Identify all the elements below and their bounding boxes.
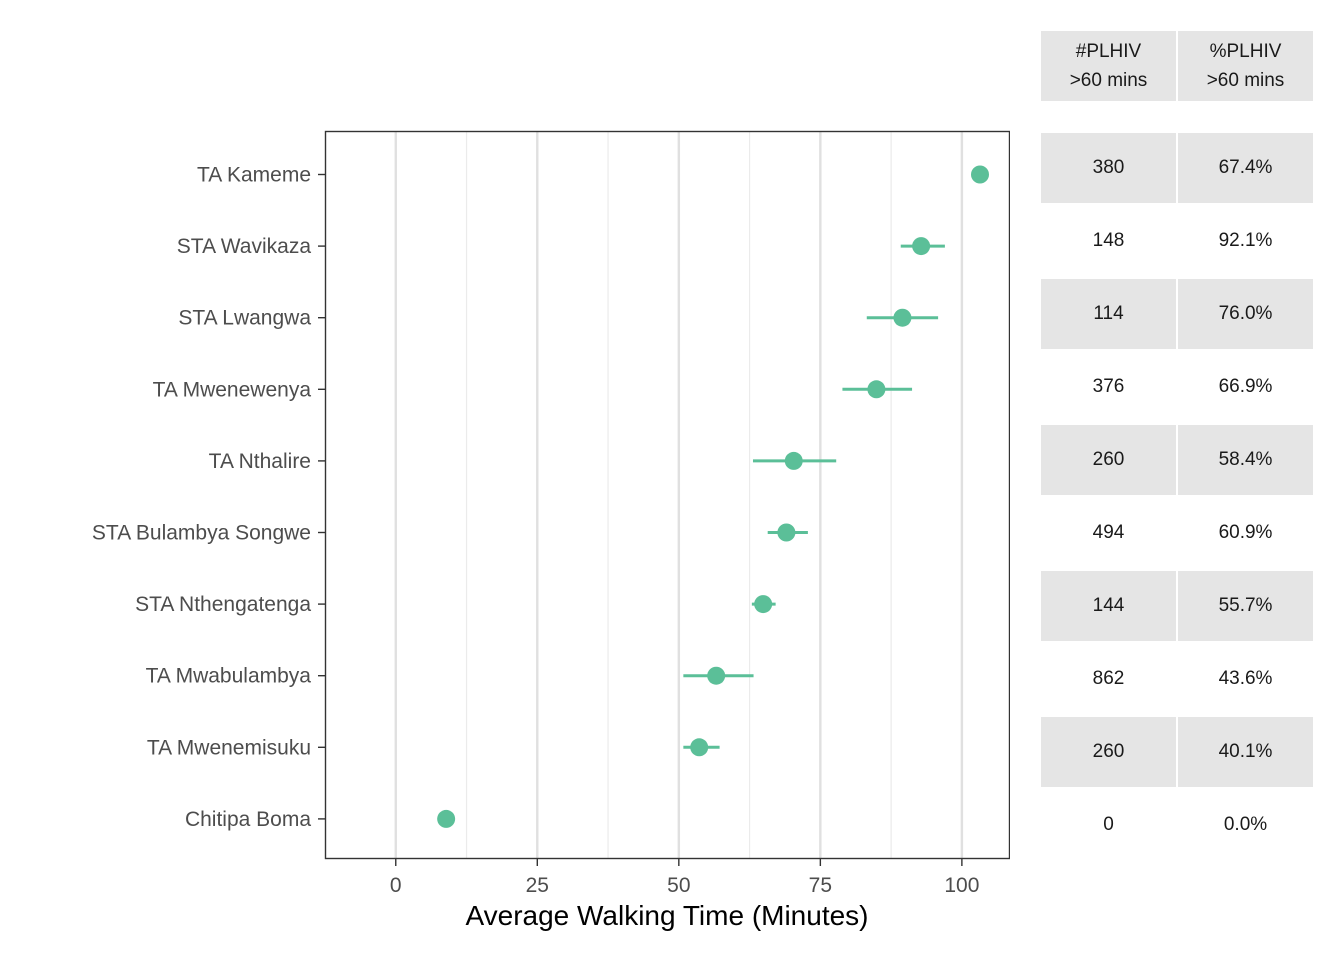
- data-points: [437, 165, 989, 828]
- x-axis: 0 25 50 75 100: [390, 859, 979, 897]
- x-tick-label: 25: [526, 874, 549, 897]
- y-tick-label: TA Nthalire: [209, 450, 311, 473]
- data-point: [754, 595, 773, 614]
- table-cell: 380: [1041, 133, 1176, 203]
- table-cell: 148: [1041, 206, 1176, 276]
- x-tick-label: 50: [667, 874, 690, 897]
- table-cell: 43.6%: [1178, 644, 1313, 714]
- y-tick-label: STA Bulambya Songwe: [92, 522, 311, 545]
- table-cell: 0.0%: [1178, 790, 1313, 860]
- table-cell: 58.4%: [1178, 425, 1313, 495]
- table-cell: 494: [1041, 498, 1176, 568]
- table-cell: 67.4%: [1178, 133, 1313, 203]
- data-point: [690, 738, 709, 757]
- data-point: [867, 380, 886, 399]
- gridlines: [394, 131, 964, 859]
- table-cell: 76.0%: [1178, 279, 1313, 349]
- table-cell: 92.1%: [1178, 206, 1313, 276]
- y-tick-label: TA Kameme: [197, 164, 311, 187]
- table-header-line2: >60 mins: [1206, 70, 1285, 91]
- table-header-cell: %PLHIV >60 mins: [1178, 31, 1313, 101]
- table-header-line2: >60 mins: [1069, 70, 1148, 91]
- data-point: [784, 451, 803, 470]
- data-point: [912, 237, 931, 256]
- plot-panel: [325, 131, 1010, 859]
- x-tick-label: 75: [809, 874, 832, 897]
- data-point: [707, 666, 726, 685]
- y-tick-label: TA Mwenewenya: [153, 378, 312, 401]
- data-point: [893, 308, 912, 327]
- y-tick-label: TA Mwabulambya: [146, 665, 312, 688]
- data-point: [437, 809, 456, 828]
- x-tick-label: 0: [390, 874, 402, 897]
- y-tick-label: STA Nthengatenga: [135, 593, 311, 616]
- x-tick-label: 100: [944, 874, 979, 897]
- table-cell: 40.1%: [1178, 717, 1313, 787]
- table-cell: 66.9%: [1178, 352, 1313, 422]
- y-axis: TA Kameme STA Wavikaza STA Lwangwa TA Mwene…: [92, 164, 325, 831]
- table-cell: 862: [1041, 644, 1176, 714]
- table-header-cell: #PLHIV >60 mins: [1041, 31, 1176, 101]
- y-tick-label: TA Mwenemisuku: [147, 736, 311, 759]
- table-header-line1: #PLHIV: [1075, 41, 1142, 62]
- table-cell: 60.9%: [1178, 498, 1313, 568]
- data-point: [777, 523, 796, 542]
- table-cell: 260: [1041, 425, 1176, 495]
- table-cell: 376: [1041, 352, 1176, 422]
- table-cell: 144: [1041, 571, 1176, 641]
- y-tick-label: Chitipa Boma: [185, 808, 311, 831]
- x-axis-title: Average Walking Time (Minutes): [465, 900, 868, 931]
- table-header-line1: %PLHIV: [1209, 41, 1282, 62]
- dot-plot-chart: TA Kameme STA Wavikaza STA Lwangwa TA Mwene…: [92, 130, 1010, 931]
- table-cell: 114: [1041, 279, 1176, 349]
- data-point: [970, 165, 989, 184]
- table-cell: 55.7%: [1178, 571, 1313, 641]
- y-tick-label: STA Wavikaza: [177, 235, 312, 258]
- plot-panel-border: [324, 130, 1010, 860]
- table-cell: 260: [1041, 717, 1176, 787]
- y-tick-label: STA Lwangwa: [178, 307, 311, 330]
- table-cell: 0: [1041, 790, 1176, 860]
